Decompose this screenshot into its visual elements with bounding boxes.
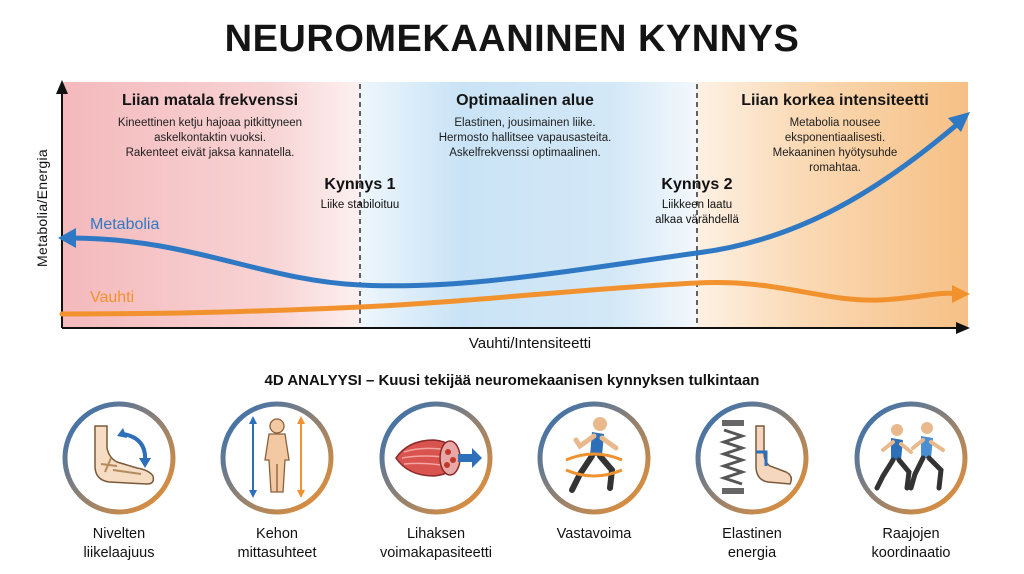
metabolia-arrow-right xyxy=(948,112,970,132)
zone-low-background xyxy=(62,82,360,328)
vauhti-arrow xyxy=(952,285,970,303)
runners-icon xyxy=(854,401,968,515)
zone-optimal-title: Optimaalinen alue xyxy=(456,92,594,109)
factor-label: Raajojen koordinaatio xyxy=(871,526,951,561)
metabolia-label: Metabolia xyxy=(90,216,160,233)
factor-limb-coordination: Raajojen koordinaatio xyxy=(836,400,986,563)
analysis-subtitle: 4D ANALYYSI – Kuusi tekijää neuromekaani… xyxy=(264,372,760,389)
vauhti-label: Vauhti xyxy=(90,289,135,306)
metabolia-arrow-left xyxy=(58,228,76,248)
body-proportions-icon xyxy=(220,401,334,515)
x-axis-arrow xyxy=(956,322,970,334)
foot-joint-icon xyxy=(62,401,176,515)
zone-high-title: Liian korkea intensiteetti xyxy=(741,92,929,109)
factor-body-proportions: Kehon mittasuhteet xyxy=(202,400,352,563)
spring-foot-icon xyxy=(695,401,809,515)
zone-optimal-text: Elastinen, jousimainen liike. Hermosto ha… xyxy=(438,117,612,159)
zone-high-text: Metabolia nousee eksponentiaalisesti. Meka… xyxy=(772,117,898,174)
factor-counterforce: Vastavoima xyxy=(519,400,669,544)
runner-icon xyxy=(537,401,651,515)
metabolia-curve xyxy=(67,119,963,289)
factor-muscle-capacity: Lihaksen voimakapasiteetti xyxy=(361,400,511,563)
threshold-1-text: Liike stabiloituu xyxy=(320,199,400,211)
threshold-2-text: Liikkeen laatu alkaa värähdellä xyxy=(655,199,739,226)
page-title: NEUROMEKAANINEN KYNNYS xyxy=(224,18,800,60)
factor-label: Elastinen energia xyxy=(722,526,782,561)
vauhti-curve xyxy=(59,280,961,317)
factor-elastic-energy: Elastinen energia xyxy=(677,400,827,563)
threshold-1-title: Kynnys 1 xyxy=(324,176,396,193)
zone-high-background xyxy=(697,82,968,328)
factor-joint-range: Nivelten liikelaajuus xyxy=(44,400,194,563)
zone-low-title: Liian matala frekvenssi xyxy=(121,92,299,109)
zone-low-text: Kineettinen ketju hajoaa pitkittyneen ask… xyxy=(117,117,303,159)
factor-label: Kehon mittasuhteet xyxy=(237,526,317,561)
threshold-2-title: Kynnys 2 xyxy=(661,176,733,193)
factor-label: Nivelten liikelaajuus xyxy=(83,526,155,561)
factor-label: Vastavoima xyxy=(556,526,632,542)
y-axis-arrow xyxy=(56,80,68,94)
y-axis-label: Metabolia/Energia xyxy=(34,149,50,267)
factor-label: Lihaksen voimakapasiteetti xyxy=(379,526,493,561)
muscle-icon xyxy=(379,401,493,515)
x-axis-label: Vauhti/Intensiteetti xyxy=(468,335,592,352)
